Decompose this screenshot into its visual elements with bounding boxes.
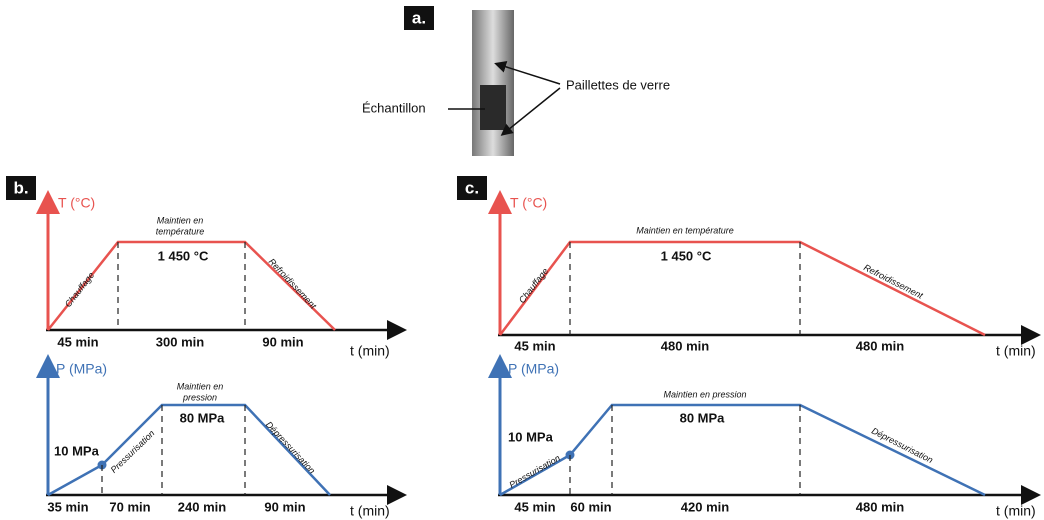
pointer [494, 61, 561, 85]
phase-label: Dépressurisation [264, 419, 317, 475]
y-axis-label: T (°C) [58, 195, 95, 211]
panel-tag-box [457, 176, 487, 200]
phase-label: Refroidissement [267, 256, 319, 311]
x-axis-label: t (min) [996, 503, 1036, 519]
phase-label: Pressurisation [507, 453, 561, 490]
point-label: 10 MPa [54, 443, 100, 458]
x-axis-label: t (min) [350, 343, 390, 359]
phase-label: Maintien en [157, 215, 204, 225]
sample [480, 85, 506, 130]
sample-label: Échantillon [362, 100, 426, 115]
phase-label: Dépressurisation [870, 426, 935, 466]
phase-label: Refroidissement [862, 262, 925, 301]
point-label: 10 MPa [508, 429, 554, 444]
duration: 60 min [570, 499, 611, 514]
pointer [500, 87, 561, 136]
duration: 300 min [156, 334, 204, 349]
level-label: 80 MPa [180, 410, 226, 425]
panel-tag-box [6, 176, 36, 200]
duration: 45 min [514, 499, 555, 514]
temperature-profile [499, 240, 986, 337]
phase-label: Maintien en [177, 381, 224, 391]
panel-label: a. [412, 8, 426, 27]
duration: 240 min [178, 499, 226, 514]
vial-photo [472, 10, 514, 156]
x-axis-label: t (min) [350, 503, 390, 519]
y-axis-label: P (MPa) [508, 361, 559, 377]
temperature-profile [47, 240, 336, 331]
level-label: 80 MPa [680, 410, 726, 425]
duration: 90 min [264, 499, 305, 514]
duration: 420 min [681, 499, 729, 514]
panel-label: c. [465, 178, 479, 197]
phase-label: Chauffage [63, 270, 96, 309]
duration: 90 min [262, 334, 303, 349]
flakes-label: Paillettes de verre [566, 77, 670, 92]
x-axis-label: t (min) [996, 343, 1036, 359]
phase-label: température [156, 226, 205, 236]
phase-label: Chauffage [517, 266, 550, 305]
duration: 45 min [514, 338, 555, 353]
panel-tag-box [404, 6, 434, 30]
y-axis-label: P (MPa) [56, 361, 107, 377]
phase-label: Maintien en température [636, 225, 734, 235]
duration: 45 min [57, 334, 98, 349]
phase-label: Maintien en pression [663, 389, 746, 399]
level-label: 1 450 °C [158, 248, 209, 263]
duration: 480 min [856, 338, 904, 353]
duration: 70 min [109, 499, 150, 514]
y-axis-label: T (°C) [510, 195, 547, 211]
duration: 35 min [47, 499, 88, 514]
phase-label: pression [182, 392, 217, 402]
duration: 480 min [856, 499, 904, 514]
duration: 480 min [661, 338, 709, 353]
level-label: 1 450 °C [661, 248, 712, 263]
panel-label: b. [13, 178, 28, 197]
